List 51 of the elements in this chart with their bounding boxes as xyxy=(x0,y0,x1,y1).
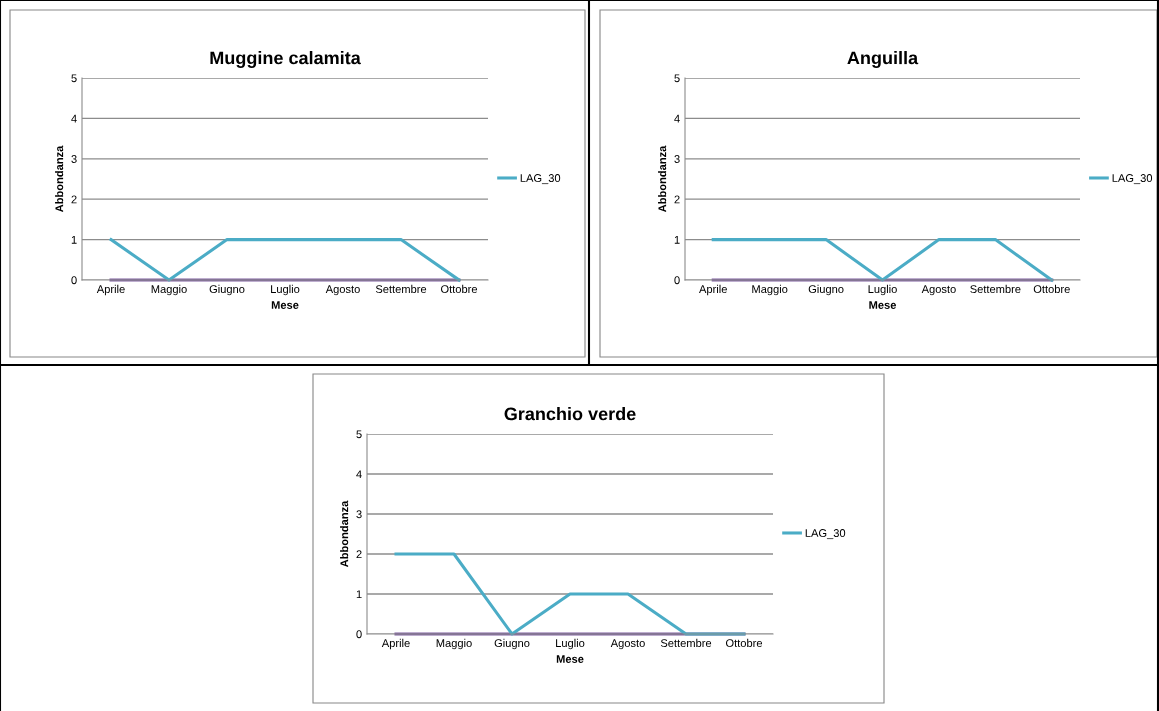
x-tick-label: Settembre xyxy=(375,284,427,294)
x-tick-label: Giugno xyxy=(808,284,844,296)
y-axis-title: Abbondanza xyxy=(658,145,667,213)
y-tick-label: 2 xyxy=(674,195,680,204)
y-axis-title: Abbondanza xyxy=(55,145,64,213)
y-tick-label: 4 xyxy=(674,114,680,123)
x-axis-title: Mese xyxy=(556,655,584,663)
x-tick-label: Ottobre xyxy=(1033,284,1070,294)
x-tick-label: Maggio xyxy=(151,284,187,296)
x-tick-label: Aprile xyxy=(96,284,125,296)
y-tick-label: 1 xyxy=(71,235,77,244)
x-tick-label: Giugno xyxy=(209,284,245,296)
y-tick-label: 1 xyxy=(674,235,680,244)
y-tick-label: 2 xyxy=(356,550,362,559)
x-tick-label: Aprile xyxy=(699,284,727,296)
x-tick-label: Settembre xyxy=(970,284,1021,294)
x-axis-title: Mese xyxy=(271,301,299,309)
x-tick-label: Settembre xyxy=(660,638,712,648)
x-tick-label: Agosto xyxy=(325,285,360,296)
chart-title: Muggine calamita xyxy=(210,51,361,68)
y-tick-label: 0 xyxy=(674,276,680,285)
y-tick-label: 3 xyxy=(71,155,77,163)
x-tick-label: Maggio xyxy=(436,638,472,650)
x-tick-label: Ottobre xyxy=(726,638,763,648)
x-tick-label: Maggio xyxy=(752,284,788,296)
legend-label: LAG_30 xyxy=(520,174,561,185)
y-tick-label: 3 xyxy=(356,510,362,519)
legend-label: LAG_30 xyxy=(1112,174,1153,185)
y-tick-label: 5 xyxy=(674,74,680,83)
y-tick-label: 1 xyxy=(356,590,362,599)
x-tick-label: Agosto xyxy=(610,639,645,650)
chart-title: Granchio verde xyxy=(504,407,636,421)
y-tick-label: 2 xyxy=(71,195,77,204)
y-tick-label: 5 xyxy=(356,430,362,439)
x-tick-label: Aprile xyxy=(381,638,410,650)
y-tick-label: 0 xyxy=(71,276,77,285)
x-tick-label: Giugno xyxy=(494,638,530,650)
y-tick-label: 3 xyxy=(674,155,680,163)
x-tick-label: Ottobre xyxy=(441,284,478,294)
x-tick-label: Luglio xyxy=(868,284,897,296)
y-tick-label: 4 xyxy=(71,114,77,123)
chart-title: Anguilla xyxy=(847,51,919,68)
y-tick-label: 0 xyxy=(356,630,362,639)
y-axis-title: Abbondanza xyxy=(340,500,349,568)
legend-label: LAG_30 xyxy=(805,529,846,540)
x-tick-label: Luglio xyxy=(556,638,585,650)
y-tick-label: 5 xyxy=(71,74,77,83)
y-tick-label: 4 xyxy=(356,470,362,479)
x-tick-label: Luglio xyxy=(271,284,300,296)
x-tick-label: Agosto xyxy=(921,285,956,296)
x-axis-title: Mese xyxy=(869,301,897,309)
